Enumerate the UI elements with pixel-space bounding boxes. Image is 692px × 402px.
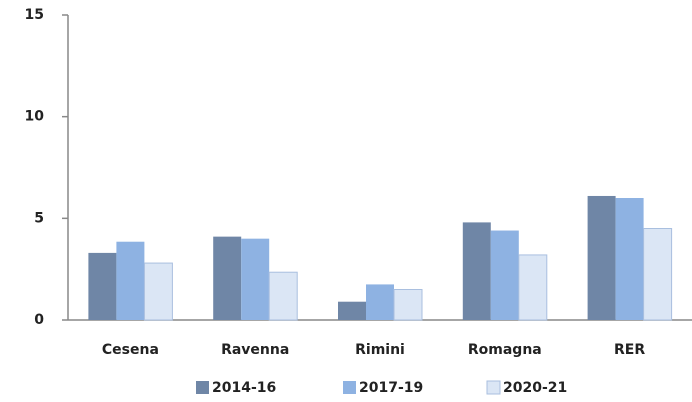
- bar: [393, 289, 423, 321]
- bar: [338, 301, 366, 320]
- y-tick-label: 15: [25, 7, 44, 23]
- y-tick-label: 5: [34, 210, 44, 226]
- legend-swatch: [486, 380, 501, 395]
- legend-label: 2014-16: [212, 380, 276, 396]
- bar: [143, 262, 173, 321]
- bar: [462, 222, 491, 320]
- x-tick-label: Cesena: [102, 342, 159, 358]
- x-tick-label: Rimini: [355, 342, 405, 358]
- bar: [518, 254, 548, 321]
- bar: [213, 236, 242, 320]
- legend-label: 2020-21: [503, 380, 567, 396]
- bar: [615, 198, 644, 320]
- y-tick-label: 0: [34, 312, 44, 328]
- legend-swatch: [343, 381, 356, 394]
- legend-label: 2017-19: [359, 380, 423, 396]
- bar: [116, 241, 145, 320]
- x-tick-label: RER: [614, 342, 645, 358]
- bar: [643, 228, 673, 321]
- bar: [587, 195, 616, 320]
- x-tick-label: Romagna: [468, 342, 542, 358]
- bar: [268, 271, 298, 321]
- bar: [241, 238, 270, 320]
- legend-swatch: [196, 381, 209, 394]
- bar: [490, 230, 519, 320]
- bar: [366, 284, 394, 320]
- x-tick-label: Ravenna: [221, 342, 289, 358]
- y-tick-label: 10: [25, 109, 45, 125]
- bar: [88, 252, 117, 320]
